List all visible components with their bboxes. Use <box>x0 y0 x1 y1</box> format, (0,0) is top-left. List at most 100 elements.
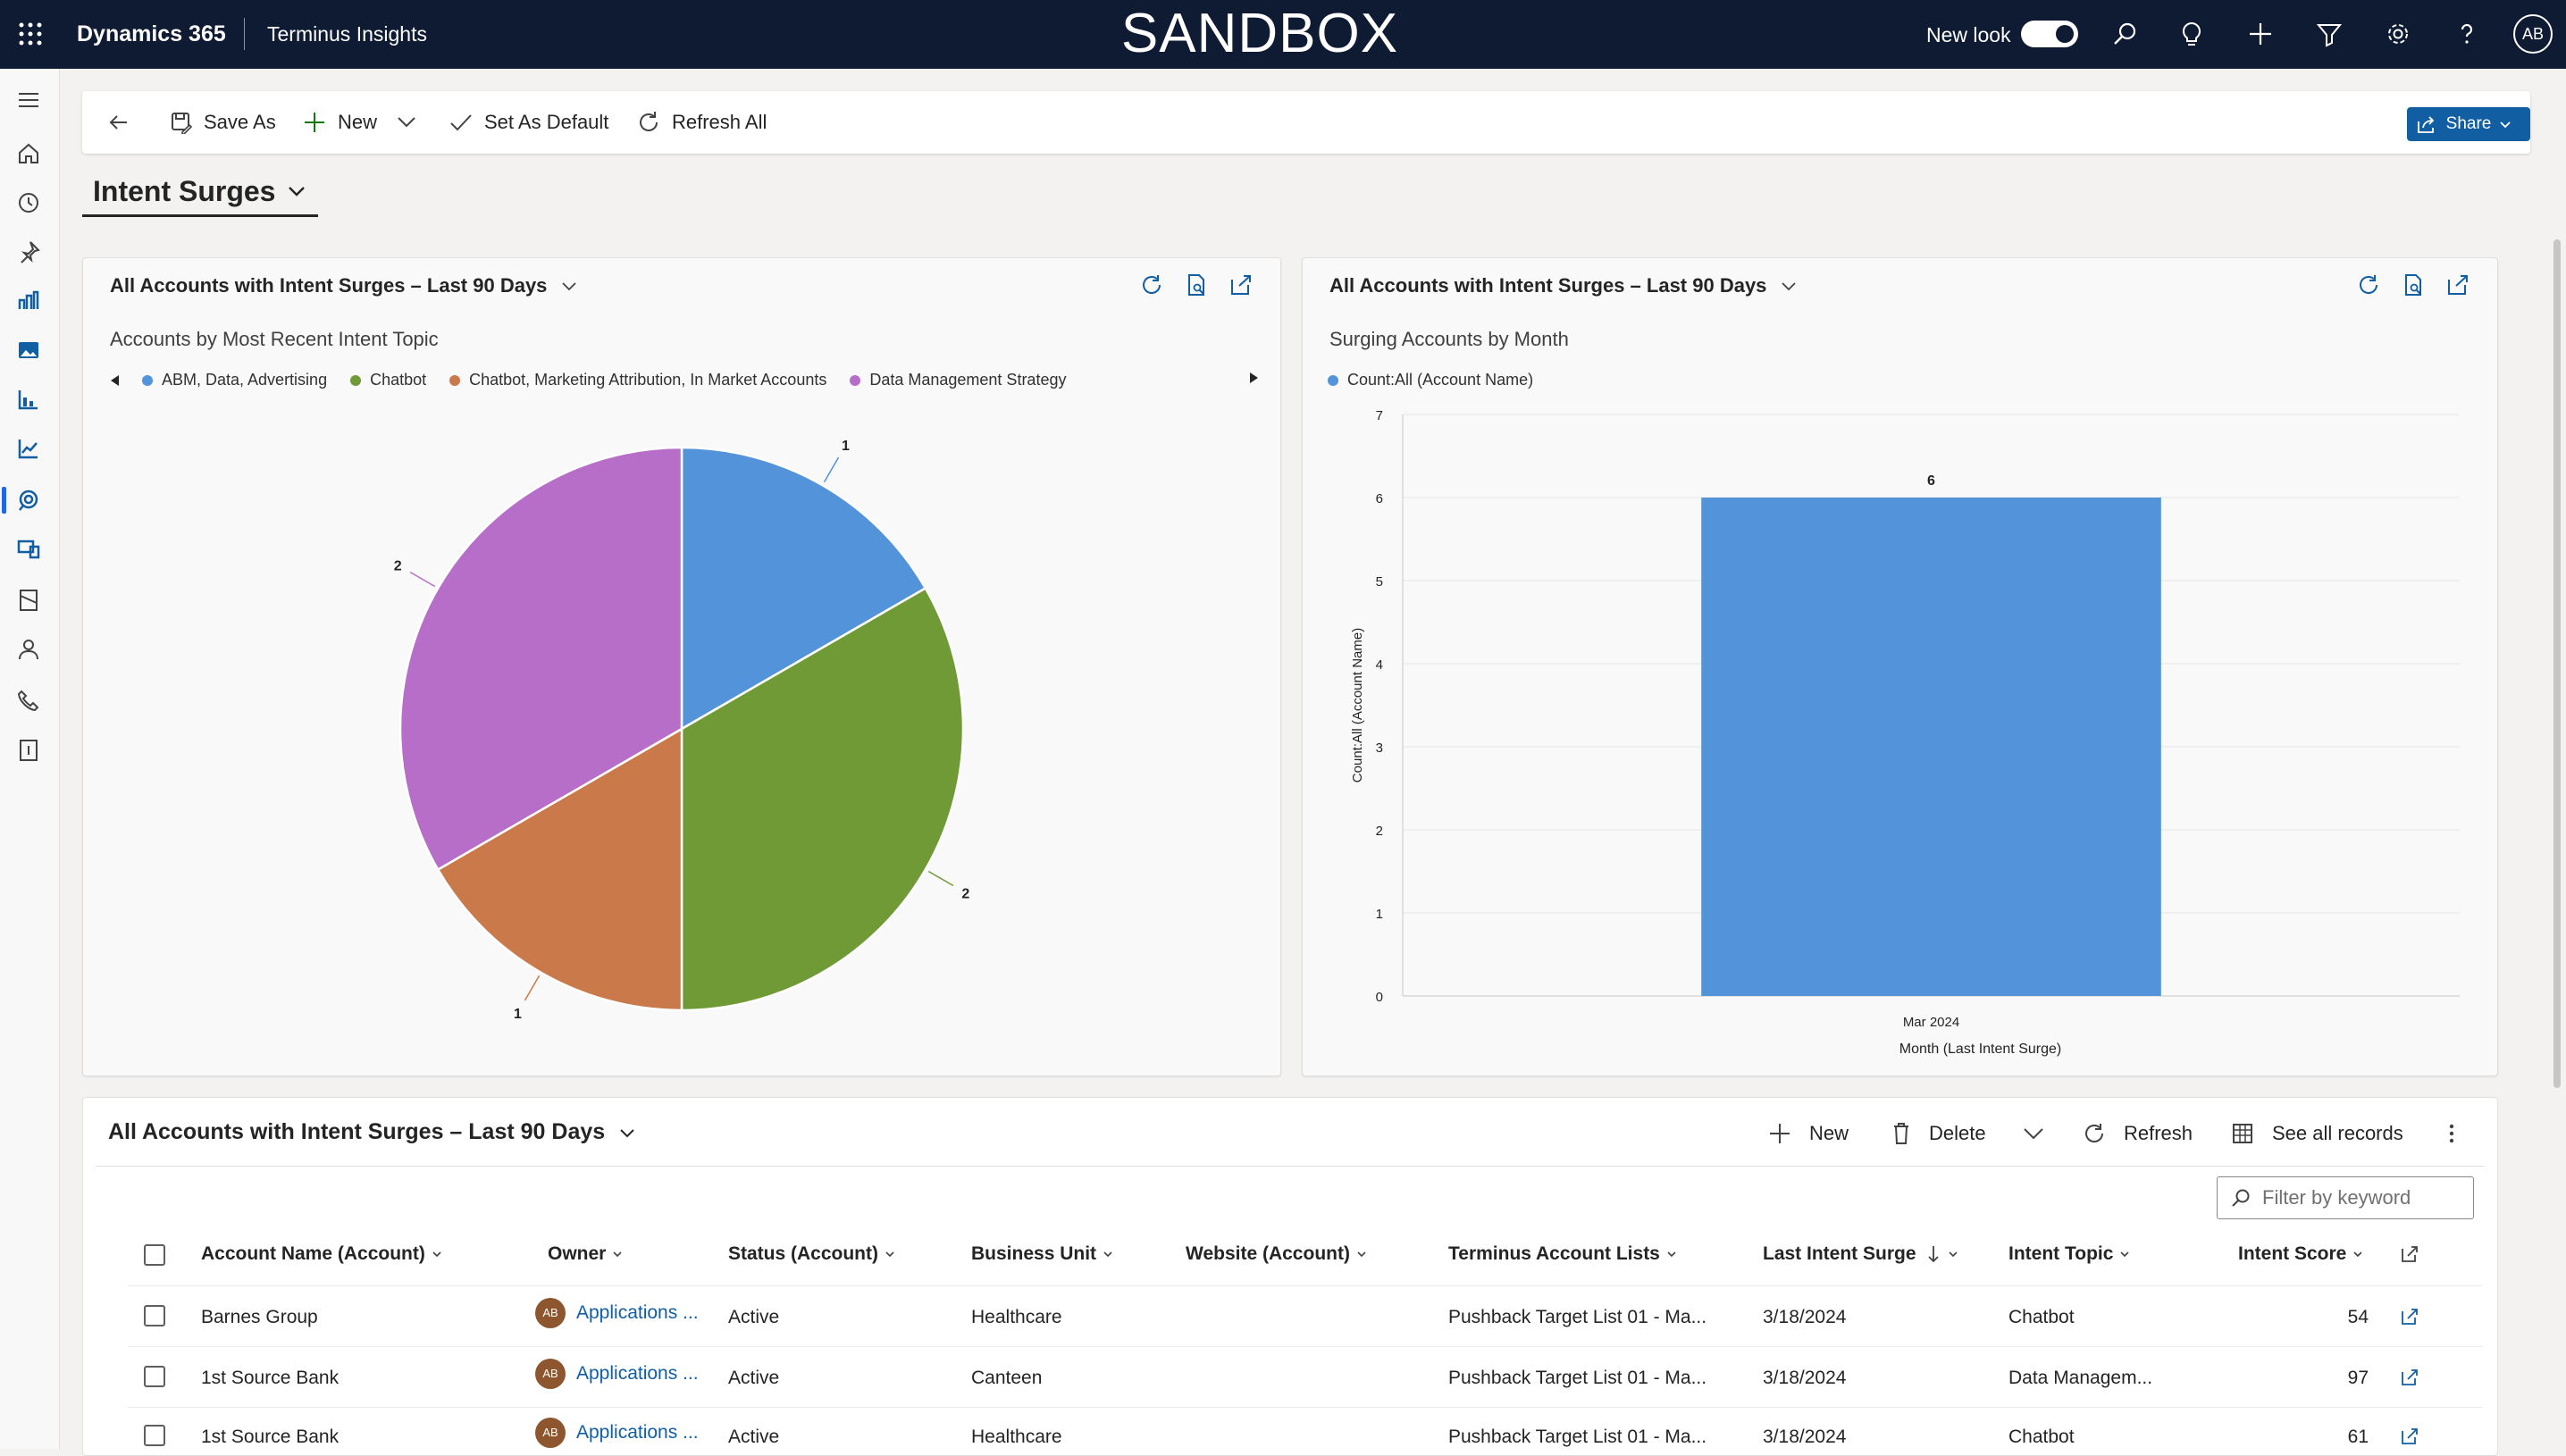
dashboard-selector[interactable]: Intent Surges <box>82 168 319 217</box>
view-records-icon[interactable] <box>2401 272 2426 297</box>
save-as-button[interactable]: Save As <box>170 109 276 136</box>
pie-panel-view-selector[interactable]: All Accounts with Intent Surges – Last 9… <box>110 274 579 297</box>
search-icon[interactable] <box>2110 20 2139 48</box>
open-in-new-icon[interactable] <box>2399 1243 2420 1265</box>
chevron-down-icon <box>1667 1251 1676 1258</box>
select-all-checkbox[interactable] <box>144 1244 165 1266</box>
pie-leader-line <box>823 456 840 483</box>
pie-slice[interactable] <box>680 586 965 1012</box>
column-header-label: Business Unit <box>971 1243 1097 1264</box>
trend-icon[interactable] <box>15 435 42 462</box>
cell-account[interactable]: 1st Source Bank <box>201 1427 340 1447</box>
bar-panel-view-selector[interactable]: All Accounts with Intent Surges – Last 9… <box>1329 274 1799 297</box>
column-header-intent-score[interactable]: Intent Score <box>2238 1243 2364 1265</box>
owner-link[interactable]: Applications ... <box>576 1422 699 1443</box>
column-header-business-unit[interactable]: Business Unit <box>971 1243 1114 1265</box>
notebook-icon[interactable] <box>15 587 42 614</box>
cell-owner[interactable]: AB Applications ... <box>535 1359 699 1389</box>
bar-legend-item[interactable]: Count:All (Account Name) <box>1328 371 1533 389</box>
home-icon[interactable] <box>15 140 42 167</box>
dashboard-icon[interactable] <box>15 288 42 314</box>
new-dropdown-button[interactable] <box>395 109 429 136</box>
plus-icon <box>305 113 324 132</box>
bar-data-label: 6 <box>1927 473 1935 489</box>
owner-link[interactable]: Applications ... <box>576 1363 699 1384</box>
column-header-last-intent-surge[interactable]: Last Intent Surge <box>1763 1243 1959 1265</box>
column-header-terminus-lists[interactable]: Terminus Account Lists <box>1448 1243 1678 1265</box>
set-as-default-button[interactable]: Set As Default <box>449 109 608 136</box>
refresh-icon[interactable] <box>2356 272 2381 297</box>
column-header-intent-topic[interactable]: Intent Topic <box>2008 1243 2131 1265</box>
devices-icon[interactable] <box>15 536 42 563</box>
new-look-toggle[interactable] <box>2021 21 2078 47</box>
person-icon[interactable] <box>15 636 42 663</box>
open-record-icon[interactable] <box>2399 1426 2420 1447</box>
bar[interactable] <box>1701 498 2161 996</box>
user-avatar[interactable]: AB <box>2513 14 2553 54</box>
chevron-down-icon <box>885 1251 894 1258</box>
back-button[interactable] <box>107 109 141 136</box>
grid-delete-button[interactable]: Delete <box>1891 1119 1986 1148</box>
grid-view-selector[interactable]: All Accounts with Intent Surges – Last 9… <box>108 1119 637 1145</box>
open-record-icon[interactable] <box>2399 1367 2420 1388</box>
cell-owner[interactable]: AB Applications ... <box>535 1418 699 1448</box>
pie-legend-item[interactable]: ABM, Data, Advertising <box>142 371 327 389</box>
filter-input[interactable]: Filter by keyword <box>2217 1176 2474 1219</box>
column-header-website[interactable]: Website (Account) <box>1186 1243 1368 1265</box>
view-records-icon[interactable] <box>1184 272 1209 297</box>
grid-overflow-button[interactable] <box>2447 1119 2474 1148</box>
cell-account[interactable]: 1st Source Bank <box>201 1368 340 1388</box>
column-header-owner[interactable]: Owner <box>548 1243 624 1265</box>
pie-legend-item[interactable]: Data Management Strategy <box>850 371 1066 389</box>
expand-icon[interactable] <box>2445 272 2470 297</box>
pie-legend-item[interactable]: Chatbot <box>350 371 426 389</box>
row-checkbox[interactable] <box>144 1425 165 1446</box>
pie-legend-item[interactable]: Chatbot, Marketing Attribution, In Marke… <box>449 371 826 389</box>
area-name[interactable]: Terminus Insights <box>267 22 427 46</box>
y-tick-label: 2 <box>1376 824 1383 839</box>
page-scrollbar[interactable] <box>2553 239 2561 1088</box>
row-checkbox[interactable] <box>144 1305 165 1326</box>
intent-icon[interactable] <box>15 487 42 514</box>
app-name[interactable]: Dynamics 365 <box>77 21 226 46</box>
lightbulb-icon[interactable] <box>2177 20 2206 48</box>
cell-owner[interactable]: AB Applications ... <box>535 1298 699 1328</box>
cell-business-unit: Canteen <box>971 1368 1043 1388</box>
report-icon[interactable] <box>15 737 42 764</box>
phone-icon[interactable] <box>15 687 42 714</box>
cell-account[interactable]: Barnes Group <box>201 1307 318 1327</box>
column-header-status[interactable]: Status (Account) <box>728 1243 896 1265</box>
legend-next-icon[interactable] <box>1246 371 1261 385</box>
legend-prev-icon[interactable] <box>108 373 122 388</box>
filter-icon[interactable] <box>2315 20 2344 48</box>
pie-slice[interactable] <box>436 726 683 1012</box>
expand-icon[interactable] <box>1228 272 1254 297</box>
grid-refresh-button[interactable]: Refresh <box>2083 1119 2193 1148</box>
see-all-records-button[interactable]: See all records <box>2231 1119 2403 1148</box>
open-record-icon[interactable] <box>2399 1306 2420 1327</box>
pie-slice[interactable] <box>398 446 683 872</box>
refresh-icon[interactable] <box>1139 272 1164 297</box>
grid-more-delete-button[interactable] <box>2022 1119 2063 1148</box>
recent-icon[interactable] <box>15 189 42 216</box>
new-button[interactable]: New <box>302 109 377 136</box>
plus-icon[interactable] <box>2246 20 2275 48</box>
chart-icon[interactable] <box>15 386 42 413</box>
image-icon[interactable] <box>15 337 42 364</box>
share-icon <box>2417 116 2434 133</box>
row-checkbox[interactable] <box>144 1366 165 1387</box>
share-button[interactable]: Share <box>2407 107 2530 141</box>
pin-icon[interactable] <box>15 238 42 265</box>
hamburger-icon[interactable] <box>15 87 42 113</box>
refresh-all-button[interactable]: Refresh All <box>636 109 767 136</box>
owner-link[interactable]: Applications ... <box>576 1302 699 1323</box>
help-icon[interactable] <box>2453 20 2481 48</box>
grid-new-button[interactable]: New <box>1768 1119 1849 1148</box>
left-rail <box>0 69 60 1449</box>
column-header-account-name[interactable]: Account Name (Account) <box>201 1243 443 1265</box>
gear-icon[interactable] <box>2384 20 2412 48</box>
pie-slice[interactable] <box>680 446 927 732</box>
waffle-icon[interactable] <box>16 20 45 48</box>
pie-chart-panel: All Accounts with Intent Surges – Last 9… <box>82 257 1281 1076</box>
cell-last-surge: 3/18/2024 <box>1763 1427 1847 1447</box>
